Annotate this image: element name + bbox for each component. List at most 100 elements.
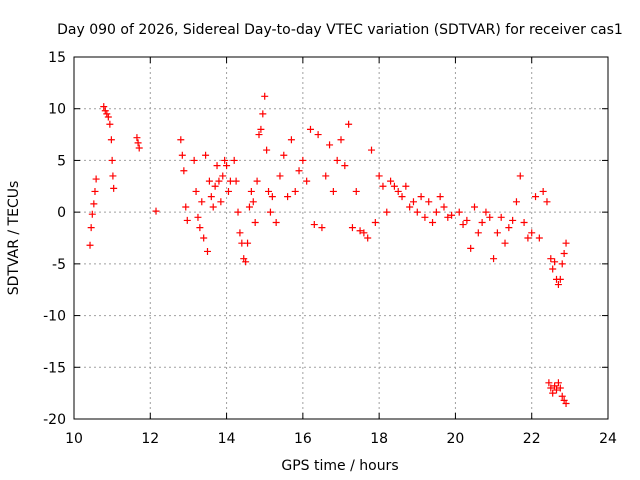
data-point <box>265 187 273 195</box>
data-point <box>232 177 240 185</box>
data-point <box>436 193 444 201</box>
data-point <box>318 224 326 232</box>
data-point <box>219 172 227 180</box>
x-axis-label: GPS time / hours <box>281 458 398 474</box>
data-point <box>253 177 261 185</box>
data-point <box>482 208 490 216</box>
data-point <box>211 182 219 190</box>
data-point <box>152 207 160 215</box>
data-point <box>432 208 440 216</box>
data-point <box>178 151 186 159</box>
data-point <box>406 203 414 211</box>
data-point <box>244 239 252 247</box>
data-points <box>86 92 570 407</box>
data-point <box>558 260 566 268</box>
data-point <box>558 392 566 400</box>
x-tick-label: 10 <box>65 431 83 447</box>
data-point <box>556 384 564 392</box>
data-point <box>133 134 141 142</box>
x-tick-label: 22 <box>523 431 541 447</box>
data-point <box>459 221 467 229</box>
data-point <box>375 172 383 180</box>
data-point <box>90 200 98 208</box>
data-point <box>394 187 402 195</box>
data-point <box>474 229 482 237</box>
data-point <box>329 187 337 195</box>
data-point <box>190 156 198 164</box>
data-point <box>333 156 341 164</box>
data-point <box>291 187 299 195</box>
data-point <box>177 136 185 144</box>
data-point <box>516 172 524 180</box>
data-point <box>287 136 295 144</box>
y-tick-label: 5 <box>57 153 66 169</box>
data-point <box>547 384 555 392</box>
data-point <box>266 208 274 216</box>
data-point <box>549 389 557 397</box>
data-point <box>554 379 562 387</box>
data-point <box>493 229 501 237</box>
data-point <box>180 167 188 175</box>
data-point <box>209 203 217 211</box>
data-point <box>207 193 215 201</box>
data-point <box>224 187 232 195</box>
data-point <box>539 187 547 195</box>
data-point <box>417 193 425 201</box>
data-point <box>192 187 200 195</box>
y-tick-label: -15 <box>43 360 66 376</box>
data-point <box>528 229 536 237</box>
data-point <box>255 131 263 139</box>
data-point <box>217 198 225 206</box>
data-point <box>562 399 570 407</box>
data-point <box>551 258 559 266</box>
data-point <box>560 250 568 258</box>
data-point <box>409 198 417 206</box>
data-point <box>383 208 391 216</box>
data-point <box>440 203 448 211</box>
data-point <box>257 125 265 133</box>
data-point <box>221 156 229 164</box>
data-point <box>87 224 95 232</box>
data-point <box>306 125 314 133</box>
data-point <box>91 187 99 195</box>
data-point <box>295 167 303 175</box>
data-point <box>223 162 231 170</box>
tick-layer: 10 12 14 16 18 20 22 24 -20 -15 -10 -5 0 5 10 15 <box>43 50 617 447</box>
x-tick-label: 14 <box>218 431 236 447</box>
y-tick-label: 0 <box>57 205 66 221</box>
data-point <box>183 216 191 224</box>
data-point <box>109 172 117 180</box>
x-tick-label: 18 <box>370 431 388 447</box>
data-point <box>467 244 475 252</box>
data-point <box>345 120 353 128</box>
data-point <box>554 281 562 289</box>
data-point <box>247 187 255 195</box>
data-point <box>371 218 379 226</box>
data-point <box>421 213 429 221</box>
data-point <box>326 141 334 149</box>
data-point <box>234 208 242 216</box>
data-point <box>196 224 204 232</box>
data-point <box>230 156 238 164</box>
data-point <box>562 239 570 247</box>
data-point <box>242 258 250 266</box>
data-point <box>322 172 330 180</box>
data-point <box>268 193 276 201</box>
data-point <box>108 156 116 164</box>
data-point <box>100 103 108 111</box>
x-tick-label: 12 <box>141 431 159 447</box>
data-point <box>200 234 208 242</box>
data-point <box>543 198 551 206</box>
data-point <box>444 213 452 221</box>
data-point <box>276 172 284 180</box>
y-tick-label: -20 <box>43 412 66 428</box>
data-point <box>314 131 322 139</box>
grid-layer <box>74 57 608 419</box>
data-point <box>463 216 471 224</box>
data-point <box>553 386 561 394</box>
data-point <box>86 241 94 249</box>
data-point <box>520 218 528 226</box>
data-point <box>104 113 112 121</box>
data-point <box>194 213 202 221</box>
